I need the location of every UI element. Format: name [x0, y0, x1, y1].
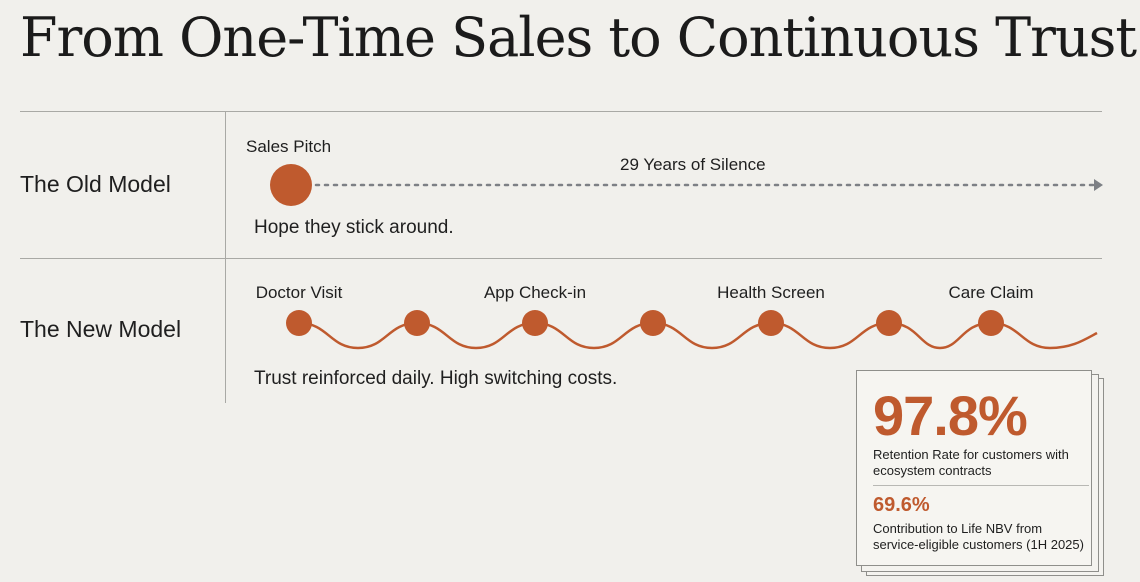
touchpoint-node: [978, 310, 1004, 336]
touchpoint-node: [404, 310, 430, 336]
touchpoint-label-doctor-visit: Doctor Visit: [255, 283, 343, 302]
touchpoint-label-care-claim: Care Claim: [948, 283, 1034, 302]
touchpoint-node: [640, 310, 666, 336]
column-divider: [225, 111, 226, 403]
touchpoint-node: [876, 310, 902, 336]
stats-card-divider: [873, 485, 1089, 486]
touchpoint-label-app-check-in: App Check-in: [483, 283, 587, 302]
silence-arrowhead: [1094, 179, 1103, 191]
touchpoint-node: [758, 310, 784, 336]
engagement-wave: [298, 321, 1098, 350]
sales-pitch-node: [270, 164, 312, 206]
stats-card: 97.8% Retention Rate for customers with …: [856, 370, 1092, 566]
nbv-contribution-description: Contribution to Life NBV from service-el…: [873, 521, 1084, 552]
silence-gap-label: 29 Years of Silence: [620, 155, 766, 174]
old-model-label: The Old Model: [20, 171, 171, 197]
touchpoint-label-health-screen: Health Screen: [717, 283, 825, 302]
old-model-caption: Hope they stick around.: [254, 217, 454, 238]
top-divider: [20, 111, 1102, 112]
touchpoint-node: [522, 310, 548, 336]
nbv-contribution-value: 69.6%: [873, 494, 930, 516]
new-model-caption: Trust reinforced daily. High switching c…: [254, 368, 618, 389]
retention-rate-description: Retention Rate for customers with ecosys…: [873, 447, 1069, 478]
middle-divider: [20, 258, 1102, 259]
touchpoint-node: [286, 310, 312, 336]
new-model-label: The New Model: [20, 316, 182, 342]
page-title: From One-Time Sales to Continuous Trust: [20, 6, 1137, 69]
retention-rate-value: 97.8%: [873, 384, 1028, 447]
sales-pitch-label: Sales Pitch: [246, 137, 332, 156]
